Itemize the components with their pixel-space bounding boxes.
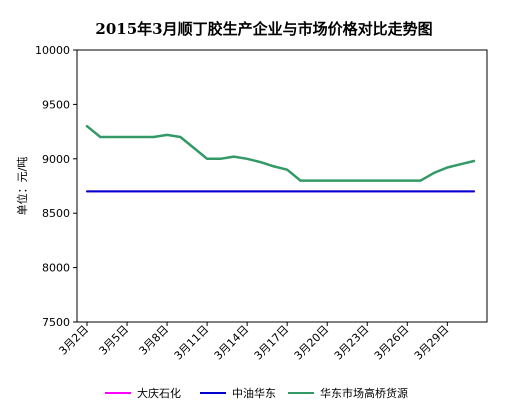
y-tick-label: 8000 [42,262,70,275]
y-tick-label: 8500 [42,207,70,220]
y-axis-label: 单位：元/吨 [15,157,29,216]
x-tick-label: 3月5日 [97,323,132,358]
x-tick-label: 3月20日 [292,323,332,363]
y-tick-label: 9000 [42,153,70,166]
series-layer [85,124,476,193]
x-tick-label: 3月23日 [332,323,372,363]
x-tick-label: 3月26日 [372,323,412,363]
plot-area [76,49,488,323]
legend-label: 华东市场高桥货源 [320,386,408,400]
x-tick-label: 3月17日 [252,323,292,363]
x-tick-label: 3月14日 [212,323,252,363]
series-line-3 [85,124,476,182]
legend-label: 中油华东 [232,386,276,400]
x-axis: 3月2日 3月5日 3月8日 3月11日 3月14日 3月17日 3月20日 3月23日 3月2… [56,322,451,363]
chart-title: 2015年3月顺丁胶生产企业与市场价格对比走势图 [95,20,432,38]
x-tick-label: 3月11日 [172,323,212,363]
y-tick-label: 10000 [35,44,70,57]
y-axis: 7500 8000 8500 9000 9500 10000 [35,44,77,329]
y-tick-label: 7500 [42,316,70,329]
y-tick-label: 9500 [42,98,70,111]
legend-label: 大庆石化 [137,386,181,400]
legend: 大庆石化 中油华东 华东市场高桥货源 [105,386,408,400]
x-tick-label: 3月29日 [412,323,452,363]
x-tick-label: 3月8日 [137,323,172,358]
